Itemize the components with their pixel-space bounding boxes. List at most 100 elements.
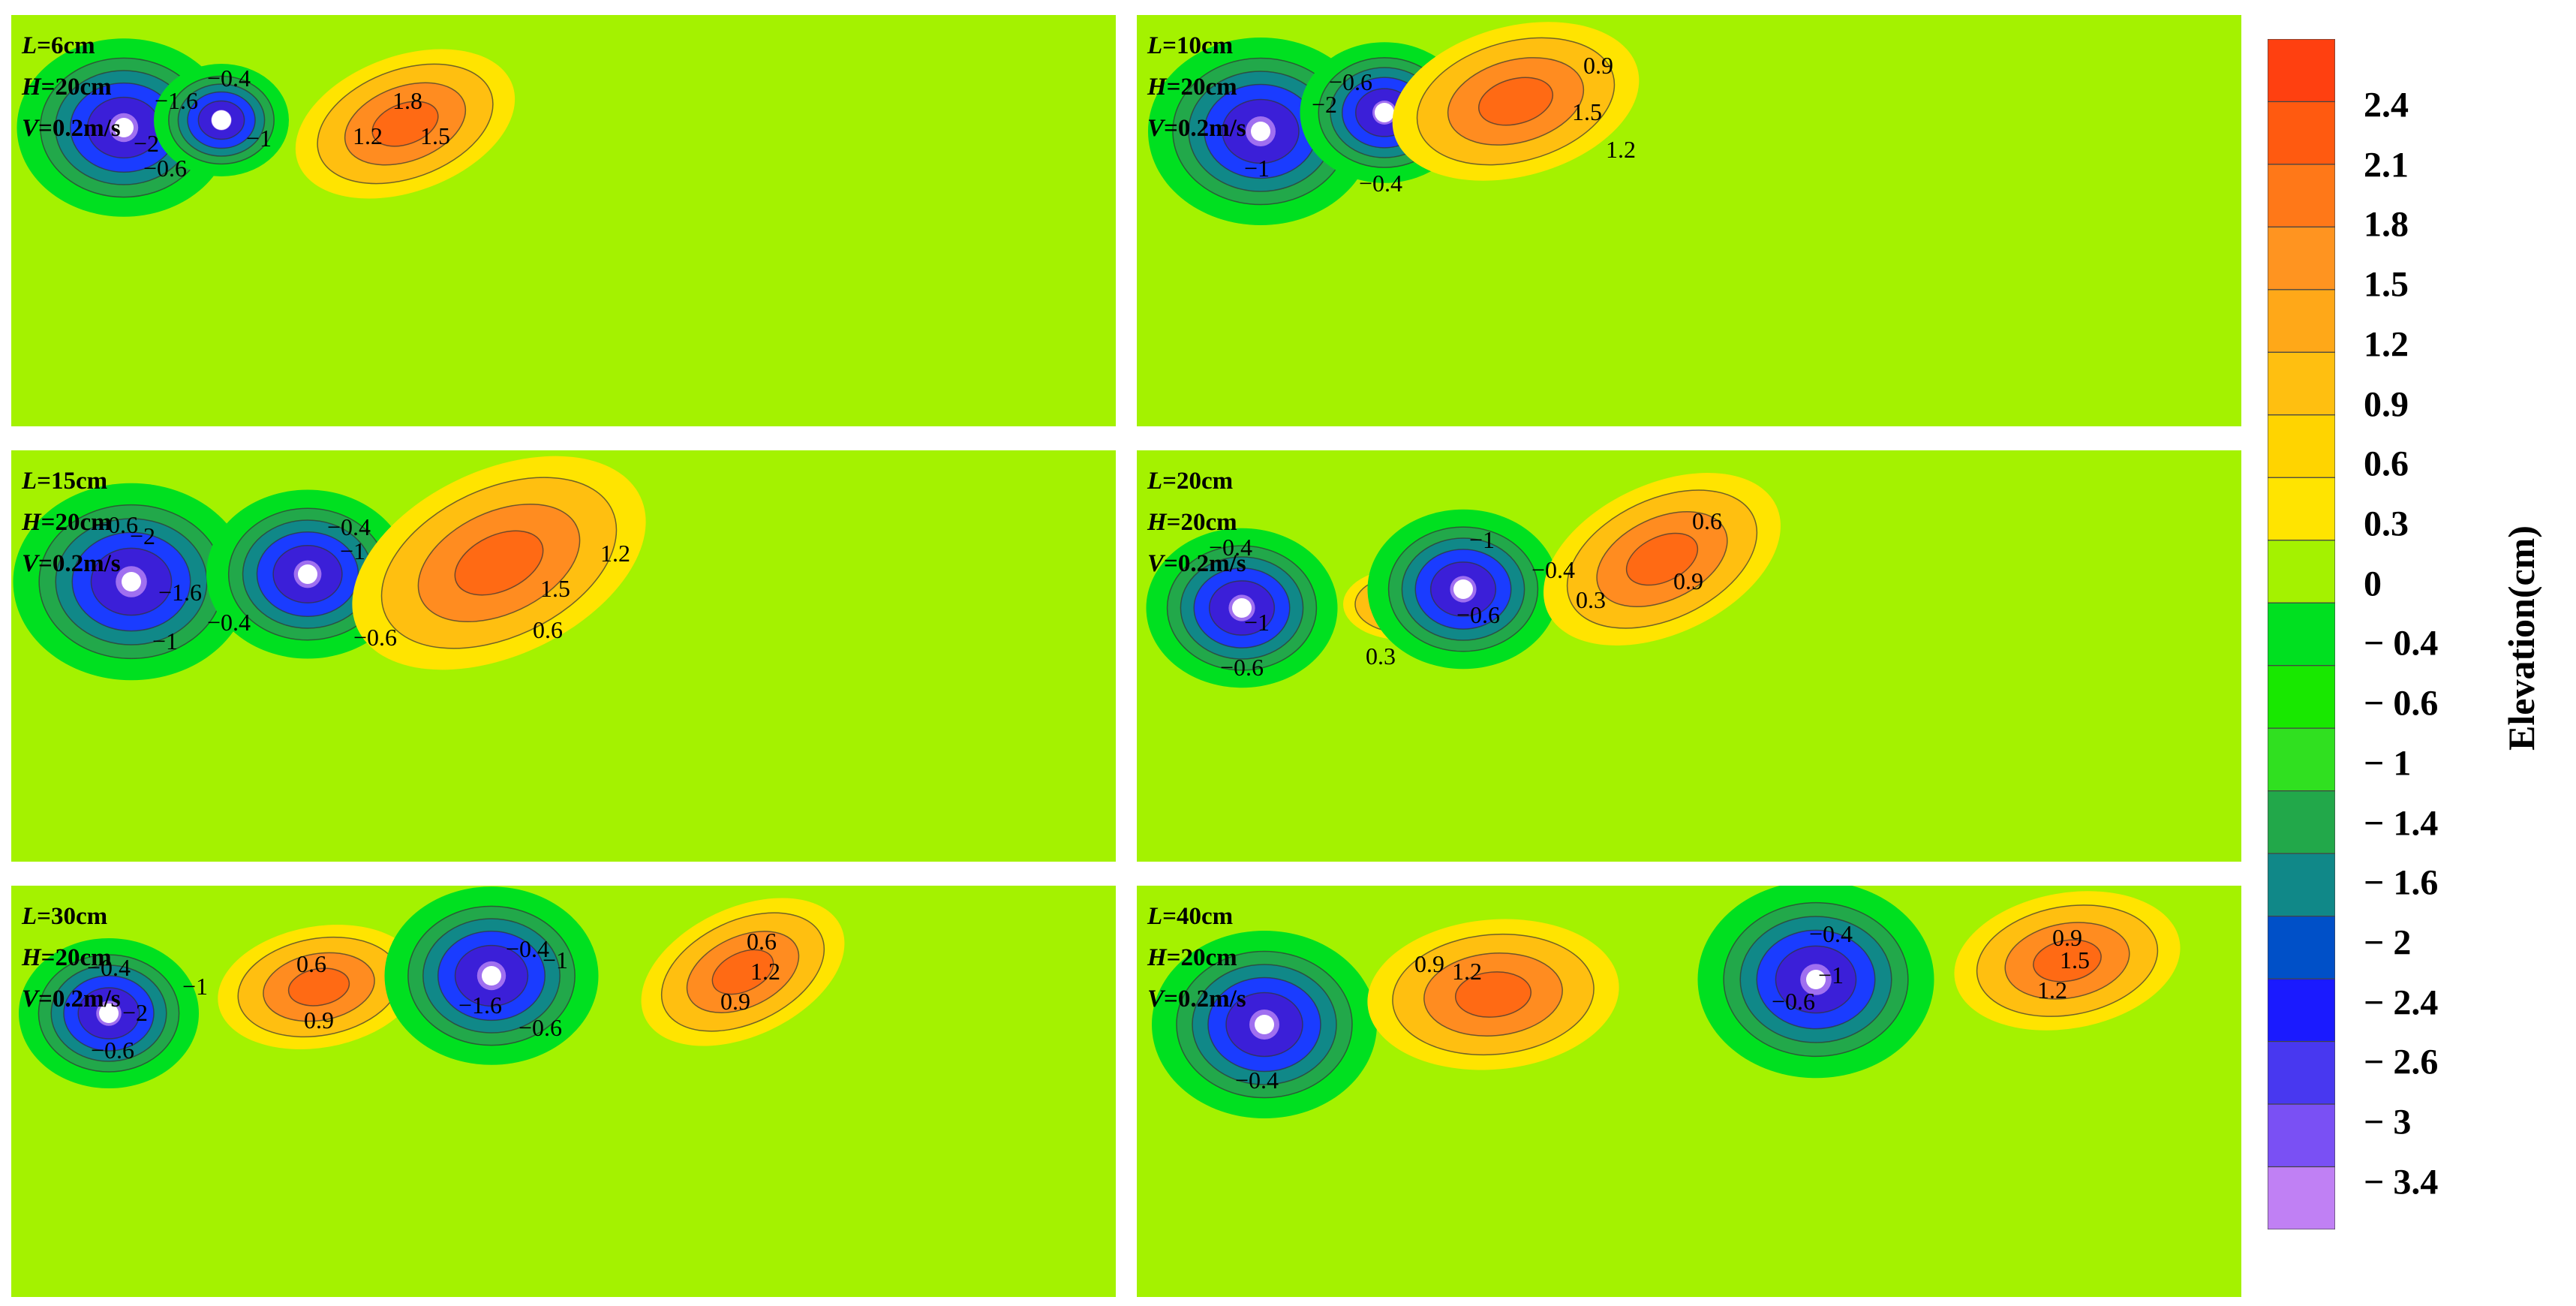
- contour-label: 0.6: [747, 928, 777, 955]
- contour-label: −0.6: [1220, 654, 1264, 681]
- colorbar-swatch: [2267, 1040, 2336, 1105]
- contour-label: −1: [1244, 155, 1270, 182]
- colorbar-title: Elevation(cm): [2500, 525, 2542, 751]
- pier-marker: [114, 118, 134, 137]
- param-H: 20cm: [55, 509, 112, 536]
- panel-params: L=15cm H=20cm V=0.2m/s: [22, 468, 121, 577]
- colorbar-swatch: [2267, 414, 2336, 478]
- pier-marker: [1255, 1015, 1274, 1034]
- contour-plot-4: −0.4 −1 −0.6 0.3 −1 −0.4 −0.6 0.6 0.9 0.3: [1146, 473, 1781, 688]
- contour-label: 1.5: [1572, 98, 1602, 125]
- colorbar-tick-label: 0: [2364, 564, 2382, 604]
- colorbar-tick-label: 2.4: [2364, 85, 2409, 125]
- colorbar-swatch: [2267, 540, 2336, 603]
- colorbar-swatch: [2267, 853, 2336, 917]
- colorbar: [2267, 38, 2336, 1230]
- contour-label: 0.6: [533, 616, 563, 643]
- contour-label: −2: [134, 130, 159, 157]
- param-H: 20cm: [55, 74, 112, 101]
- pier-marker: [99, 1004, 119, 1023]
- contour-label: −0.4: [1809, 920, 1853, 947]
- contour-label: −2: [122, 999, 148, 1026]
- panel-params: L=6cm H=20cm V=0.2m/s: [22, 32, 121, 142]
- colorbar-swatch: [2267, 727, 2336, 792]
- contour-label: −0.6: [1456, 601, 1500, 628]
- contour-plot-2: −0.6−2 −1 −0.4 0.9 1.51.2: [1148, 22, 1640, 225]
- contour-label: 1.2: [600, 540, 630, 567]
- param-V: 0.2m/s: [52, 986, 121, 1013]
- panel-4: −0.4 −1 −0.6 0.3 −1 −0.4 −0.6 0.6 0.9 0.3 L=20cm …: [1137, 450, 2241, 862]
- colorbar-swatch: [2267, 602, 2336, 667]
- contour-label: 0.3: [1576, 586, 1606, 613]
- colorbar-swatch: [2267, 289, 2336, 353]
- param-L: 40cm: [1176, 903, 1234, 930]
- contour-plot-5: −0.4−1−2−0.60.60.9−0.4−1−1.6−0.60.61.20.…: [19, 886, 845, 1088]
- pier-marker: [1453, 579, 1473, 599]
- contour-label: −0.6: [1329, 68, 1372, 95]
- contour-label: −0.4: [1235, 1067, 1279, 1094]
- contour-label: −0.4: [506, 935, 549, 962]
- contour-label: 1.8: [392, 87, 422, 114]
- colorbar-tick-label: − 2.4: [2364, 983, 2439, 1023]
- param-H: 20cm: [55, 944, 112, 971]
- contour-label: −0.4: [327, 513, 371, 540]
- colorbar-swatch: [2267, 226, 2336, 290]
- pier-marker: [1251, 122, 1270, 141]
- colorbar-tick-label: 0.6: [2364, 444, 2409, 484]
- colorbar-swatch: [2267, 38, 2336, 103]
- contour-label: 0.6: [296, 950, 326, 977]
- contour-label: 0.6: [1692, 507, 1722, 534]
- contour-label: −1: [1469, 526, 1495, 553]
- contour-label: −0.4: [1359, 170, 1402, 197]
- contour-label: −0.4: [1531, 556, 1575, 583]
- colorbar-tick-label: − 0.6: [2364, 683, 2439, 724]
- colorbar-swatches: [2267, 38, 2336, 1230]
- colorbar-swatch: [2267, 665, 2336, 729]
- colorbar-tick-label: 2.1: [2364, 145, 2409, 185]
- contour-label: 0.9: [2052, 924, 2082, 951]
- contour-label: 1.2: [2037, 976, 2067, 1004]
- contour-label: −0.4: [87, 954, 131, 981]
- contour-label: −0.4: [207, 609, 251, 636]
- contour-label: −0.6: [353, 624, 397, 651]
- contour-label: −0.6: [91, 1037, 134, 1064]
- contour-label: −1: [182, 973, 208, 1000]
- colorbar-tick-label: 0.3: [2364, 504, 2409, 544]
- contour-label: −1: [1818, 961, 1844, 989]
- contour-label: 0.9: [1414, 950, 1444, 977]
- crest-contour-band: [454, 530, 544, 596]
- contour-label: 1.2: [750, 958, 780, 985]
- panel-1: −0.4 −1.6 −2 −1 −0.6 1.8 1.2 1.5 L=6cm H=20cm V…: [11, 15, 1116, 426]
- panel-5: −0.4 −1 −2 −0.6 0.6 0.9 −0.4 −1 −1.6 −0.6 0.6 1.2 0.…: [11, 886, 1116, 1297]
- contour-label: 1.5: [420, 122, 450, 149]
- pier-marker: [1232, 598, 1252, 618]
- crest-contour-band: [1477, 77, 1554, 126]
- param-L: 20cm: [1176, 468, 1234, 495]
- pier-marker: [298, 564, 317, 584]
- param-L: 6cm: [50, 32, 95, 59]
- contour-label: −0.6: [1772, 988, 1815, 1015]
- colorbar-tick-label: − 1.4: [2364, 803, 2439, 844]
- param-H: 20cm: [1180, 944, 1237, 971]
- crest-contour-band: [371, 101, 439, 147]
- colorbar-tick-label: − 3: [2364, 1102, 2412, 1142]
- contour-label: 0.3: [1366, 642, 1396, 670]
- contour-label: −1: [152, 627, 178, 655]
- contour-label: −1: [246, 125, 272, 152]
- contour-label: 0.9: [720, 988, 750, 1015]
- crest-contour-band: [1454, 971, 1532, 1018]
- colorbar-tick-label: − 3.4: [2364, 1162, 2439, 1202]
- pier-marker: [212, 110, 231, 130]
- param-V: 0.2m/s: [1177, 550, 1246, 577]
- colorbar-tick-label: 0.9: [2364, 384, 2409, 425]
- colorbar-swatch: [2267, 164, 2336, 228]
- pier-marker: [482, 966, 501, 986]
- contour-label: −1: [1244, 609, 1270, 636]
- contour-label: 1.5: [540, 575, 570, 602]
- colorbar-tick-label: − 1.6: [2364, 862, 2439, 903]
- contour-label: −2: [130, 522, 155, 549]
- pier-marker: [122, 572, 141, 591]
- colorbar-tick-label: − 2.6: [2364, 1042, 2439, 1082]
- colorbar-swatch: [2267, 790, 2336, 854]
- contour-label: −0.6: [519, 1014, 562, 1041]
